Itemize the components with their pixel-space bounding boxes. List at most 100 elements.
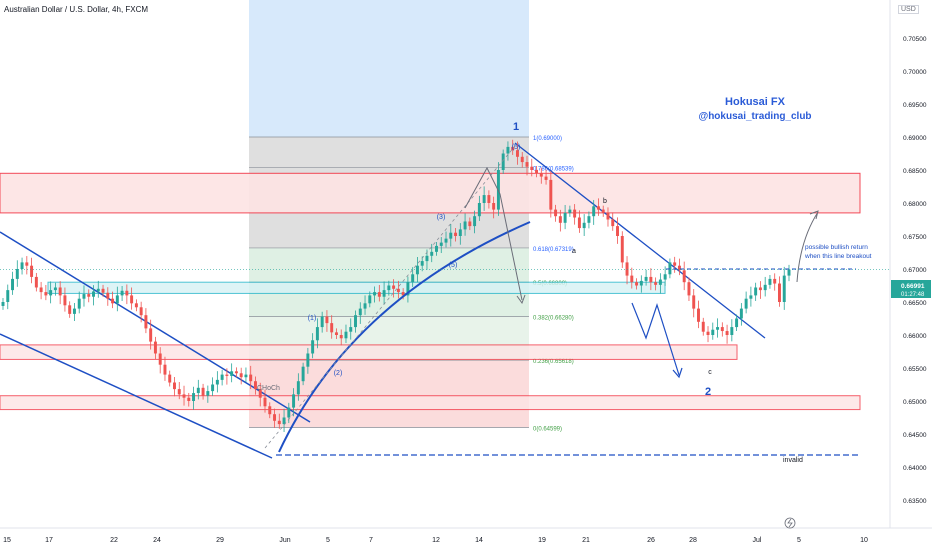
candle-body — [125, 290, 129, 296]
candle-body — [477, 203, 481, 217]
price-axis-tick: 0.69500 — [903, 102, 927, 109]
candle-body — [582, 222, 586, 229]
candle-body — [96, 288, 100, 292]
candle-body — [134, 303, 138, 308]
candle-body — [320, 316, 324, 328]
channel-lower-line — [0, 333, 273, 459]
candle-body — [330, 323, 334, 333]
time-axis-tick: 10 — [860, 537, 868, 544]
candle-body — [244, 374, 248, 378]
candle-body — [92, 291, 95, 297]
candle-body — [668, 262, 672, 275]
candle-body — [782, 275, 786, 302]
candle-body — [568, 209, 572, 213]
candle-body — [687, 282, 691, 296]
candle-body — [430, 251, 434, 256]
candle-body — [754, 287, 758, 296]
candle-body — [654, 282, 658, 285]
currency-label: USD — [898, 5, 919, 14]
candle-body — [620, 236, 624, 263]
candle-body — [592, 206, 596, 217]
choch-label: CHoCh — [257, 385, 280, 392]
fib-level-label: 0.382(0.66280) — [533, 316, 574, 322]
candle-body — [525, 162, 529, 167]
candle-body — [296, 381, 300, 395]
time-axis-tick: 29 — [216, 537, 224, 544]
candle-body — [325, 316, 329, 324]
fib-level-label: 0.236(0.65618) — [533, 359, 574, 365]
candle-body — [173, 382, 176, 390]
candle-body — [787, 269, 791, 276]
wave-c-arrow — [672, 367, 683, 379]
candle-body — [187, 397, 191, 401]
price-axis-tick: 0.67000 — [903, 267, 927, 274]
candle-body — [473, 216, 477, 227]
candle-body — [101, 288, 105, 293]
candle-body — [120, 290, 124, 296]
candle-body — [25, 262, 29, 266]
candle-body — [334, 332, 338, 335]
candle-body — [11, 278, 15, 291]
candle-body — [315, 327, 319, 341]
candle-body — [153, 341, 157, 354]
candle-body — [515, 150, 519, 157]
candle-body — [268, 406, 272, 415]
candle-body — [635, 282, 639, 286]
candle-body — [468, 221, 472, 227]
candle-body — [573, 209, 577, 218]
candle-body — [482, 195, 486, 203]
replay-icon — [784, 517, 796, 529]
candle-body — [292, 394, 296, 408]
candle-body — [454, 232, 458, 236]
candle-body — [225, 374, 229, 376]
note-line-1: possible bullish return — [805, 244, 868, 251]
candle-body — [577, 217, 581, 229]
price-axis-tick: 0.65000 — [903, 399, 927, 406]
candle-body — [34, 276, 38, 288]
downtrend-line — [514, 142, 766, 339]
candle-body — [463, 221, 467, 230]
price-axis-tick: 0.68500 — [903, 168, 927, 175]
price-axis-tick: 0.65500 — [903, 366, 927, 373]
time-axis-tick: 22 — [110, 537, 118, 544]
price-axis-tick: 0.66500 — [903, 300, 927, 307]
fib-level-label: 0.618(0.67319) — [533, 247, 574, 253]
projection-arrow — [516, 294, 526, 305]
invalid-label: invalid — [783, 457, 803, 464]
time-axis-tick: 14 — [475, 537, 483, 544]
symbol-title[interactable]: Australian Dollar / U.S. Dollar, 4h, FXC… — [4, 5, 149, 14]
candle-body — [349, 327, 353, 332]
candle-body — [249, 374, 253, 382]
candle-body — [106, 292, 110, 299]
candle-body — [63, 295, 67, 306]
fib-level-label: 0.786(0.68539) — [533, 166, 574, 172]
candle-body — [730, 327, 734, 335]
candle-body — [401, 292, 405, 296]
candle-body — [511, 146, 515, 151]
candle-body — [1, 302, 5, 306]
candle-body — [311, 340, 315, 354]
price-axis-tick: 0.67500 — [903, 234, 927, 241]
candle-body — [211, 384, 215, 392]
candle-body — [377, 292, 381, 297]
time-axis-tick: 26 — [647, 537, 655, 544]
candle-body — [425, 255, 429, 262]
candle-body — [658, 279, 662, 285]
candle-body — [554, 209, 558, 217]
fib-blue-panel — [249, 0, 529, 137]
bullish-arrow — [796, 211, 819, 283]
candle-body — [706, 331, 710, 335]
candle-body — [363, 303, 367, 309]
candle-body — [749, 295, 753, 299]
price-axis-tick: 0.70500 — [903, 36, 927, 43]
projection-path — [464, 166, 523, 301]
candle-body — [616, 226, 619, 236]
subwave-5-low-label: (5) — [449, 262, 458, 269]
candle-body — [530, 166, 534, 170]
candle-body — [406, 282, 410, 296]
candle-body — [82, 294, 86, 299]
candle-body — [549, 179, 553, 210]
candle-body — [87, 294, 91, 297]
candle-body — [744, 298, 748, 309]
